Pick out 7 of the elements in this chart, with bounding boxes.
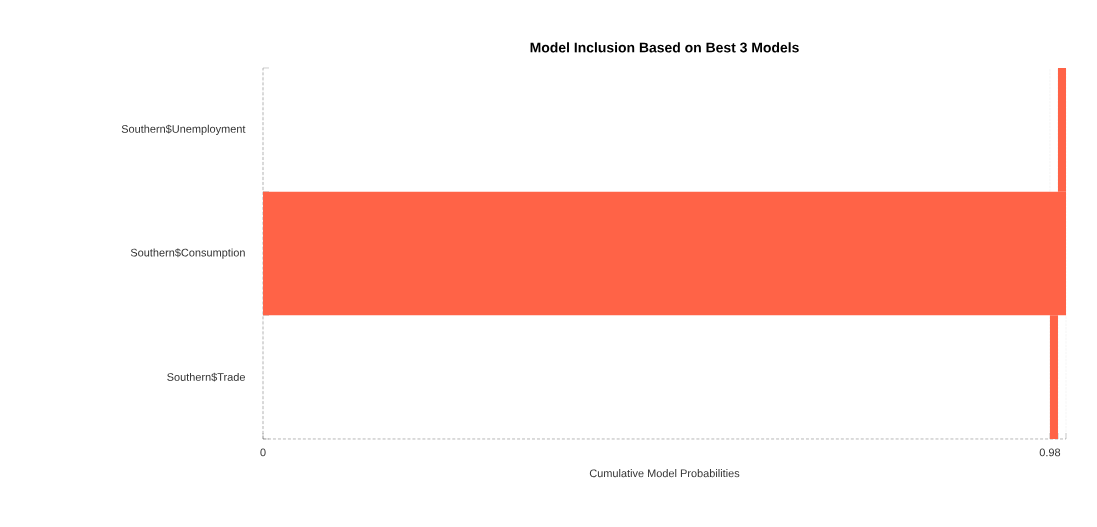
y-tick-label: Southern$Consumption [130, 248, 245, 259]
x-tick-label: 0.98 [1039, 448, 1061, 457]
x-axis-title: Cumulative Model Probabilities [589, 469, 740, 478]
x-tick-label: 0 [260, 448, 266, 457]
y-tick-label: Southern$Trade [167, 372, 245, 382]
y-tick-label: Southern$Unemployment [121, 124, 246, 135]
chart-title: Model Inclusion Based on Best 3 Models [530, 42, 799, 53]
